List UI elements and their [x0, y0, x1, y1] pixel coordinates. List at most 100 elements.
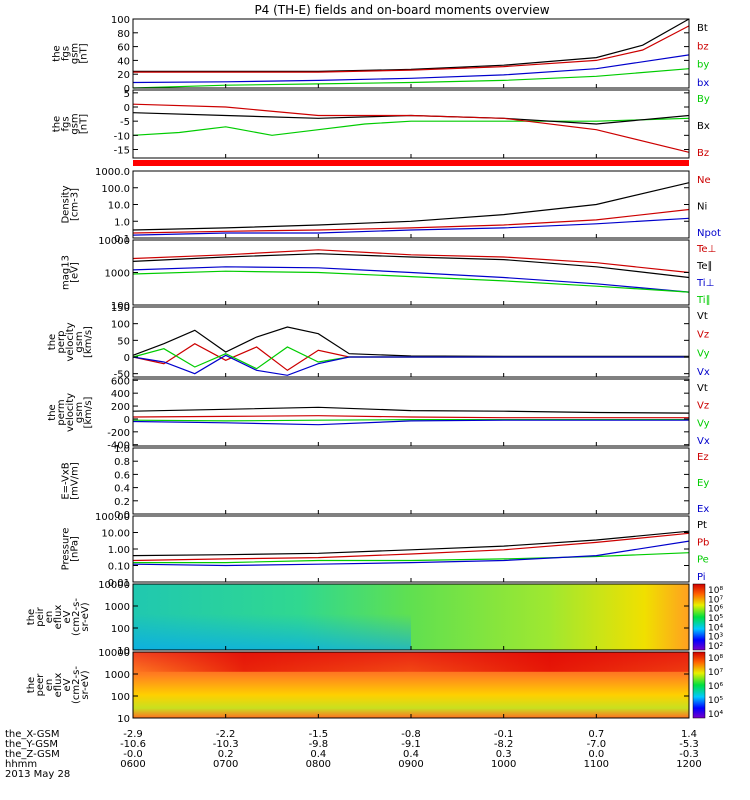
- position-value: 0900: [398, 759, 423, 770]
- series-temperature-te: [132, 249, 690, 274]
- colorbar-tick-label: 10³: [708, 633, 723, 643]
- position-value: -8.2: [494, 739, 514, 750]
- position-value: -1.5: [309, 729, 329, 740]
- y-tick-label: 1000: [105, 602, 130, 613]
- ylabel-line: gsm: [74, 402, 85, 423]
- panel-efield: Ez Ey Ex 1.0 0.8 0.6 0.4 0.2 0.0 E=-VxB[mV/m]: [61, 444, 710, 521]
- series-pressure-pt: [132, 530, 690, 557]
- ylabel-line: Density: [61, 185, 72, 223]
- position-value: -0.8: [401, 729, 421, 740]
- panel-pressure: Pt Pb Pe Pi 100.00 10.00 1.00 0.10 0.01 Pressure[…: [61, 512, 710, 589]
- y-tick-label: 10000: [98, 236, 130, 247]
- position-value: 0700: [213, 759, 238, 770]
- y-tick-label: 10000: [98, 648, 130, 659]
- eer-spec-colorbar: [692, 651, 706, 719]
- y-tick-label: 50: [117, 336, 130, 347]
- y-tick-label: 0.4: [114, 484, 130, 495]
- y-tick-label: 0: [124, 415, 130, 426]
- legend-fgs-comp-1: Bx: [697, 121, 710, 132]
- y-tick-label: 100.0: [101, 184, 130, 195]
- y-tick-label: -15: [114, 146, 130, 157]
- y-tick-label: 0.8: [114, 457, 130, 468]
- position-value: 1000: [491, 759, 516, 770]
- legend-temperature-0: Te⊥: [696, 244, 716, 255]
- ylabel-line: gsm: [70, 43, 81, 64]
- ylabel-line: the: [47, 334, 58, 350]
- y-tick-label: 0.01: [108, 578, 130, 589]
- y-tick-label: 1000.0: [95, 167, 130, 178]
- legend-pressure-0: Pt: [697, 520, 707, 531]
- legend-efield-1: Ey: [697, 478, 709, 489]
- y-tick-label: -5: [120, 117, 130, 128]
- series-temperature-ti: [132, 266, 690, 293]
- legend-fgs-comp-0: By: [697, 94, 710, 105]
- position-value: -9.1: [401, 739, 421, 750]
- y-tick-label: 0.1: [114, 234, 130, 245]
- ylabel-line: [cm-3]: [70, 188, 81, 221]
- series-fgs-mag-bz: [133, 25, 690, 73]
- position-value: -9.8: [309, 739, 329, 750]
- pressure-ylabel: Pressure[nPa]: [61, 528, 81, 571]
- ylabel-line: [nT]: [79, 114, 90, 134]
- series-fgs-mag-bt: [133, 18, 690, 73]
- series-pressure-pi: [132, 540, 690, 567]
- legend-pressure-2: Pe: [697, 555, 709, 566]
- series-fgs-comp-bx: [132, 112, 690, 125]
- y-tick-label: 0.0: [114, 510, 130, 521]
- ylabel-line: sr-eV): [80, 602, 91, 631]
- legend-fgs-mag-1: bz: [697, 41, 709, 52]
- legend-perp-velocity-0: Vt: [697, 311, 708, 322]
- legend-perm-velocity-2: Vy: [697, 418, 710, 429]
- y-tick-label: 0.6: [114, 470, 130, 481]
- colorbar-tick-label: 10⁷: [708, 668, 723, 678]
- y-tick-label: -200: [107, 428, 130, 439]
- y-tick-label: 40: [117, 56, 130, 67]
- position-value: 0.4: [403, 749, 419, 760]
- legend-fgs-mag-2: by: [697, 60, 709, 71]
- date-label: 2013 May 28: [5, 769, 70, 780]
- y-tick-label: 0.10: [108, 562, 130, 573]
- y-tick-label: 10: [117, 714, 130, 725]
- y-tick-label: 200: [111, 402, 130, 413]
- y-tick-label: 1000: [105, 670, 130, 681]
- y-tick-label: 100: [111, 15, 130, 26]
- fgs-comp-frame: [132, 89, 690, 159]
- series-perp-velocity-vx: [132, 354, 689, 376]
- legend-fgs-comp-2: Bz: [697, 148, 709, 159]
- position-value: -0.0: [123, 749, 143, 760]
- series-density-npot: [132, 217, 690, 236]
- y-tick-label: 0: [124, 353, 130, 364]
- ylabel-line: the: [52, 116, 63, 132]
- pressure-frame: [132, 515, 690, 583]
- ylabel-line: peir: [35, 606, 46, 626]
- legend-perp-velocity-1: Vz: [697, 330, 709, 341]
- series-pressure-pb: [132, 532, 690, 562]
- y-tick-label: 60: [117, 43, 130, 54]
- series-density-ni: [132, 182, 690, 231]
- y-tick-label: 10: [117, 646, 130, 657]
- ylabel-line: perm: [56, 399, 67, 425]
- ylabel-line: (cm2-s-: [71, 598, 82, 636]
- efield-ylabel: E=-VxB[mV/m]: [61, 462, 81, 500]
- position-value: 1100: [584, 759, 609, 770]
- ylabel-line: eV: [62, 678, 73, 691]
- y-tick-label: 100: [111, 624, 130, 635]
- series-fgs-comp-bz: [132, 103, 690, 153]
- y-tick-label: 10000: [98, 580, 130, 591]
- series-density-ne: [132, 208, 690, 234]
- y-tick-label: 80: [117, 29, 130, 40]
- y-tick-label: 100: [111, 320, 130, 331]
- y-tick-label: -10: [114, 131, 130, 142]
- series-temperature-te: [132, 253, 690, 279]
- position-value: -0.1: [494, 729, 514, 740]
- position-value: 0.0: [588, 749, 604, 760]
- colorbar-tick-label: 10⁷: [708, 595, 723, 605]
- position-value: -10.3: [213, 739, 239, 750]
- ylabel-line: gsm: [70, 113, 81, 134]
- ylabel-line: en: [44, 611, 55, 624]
- ylabel-line: Pressure: [61, 528, 72, 571]
